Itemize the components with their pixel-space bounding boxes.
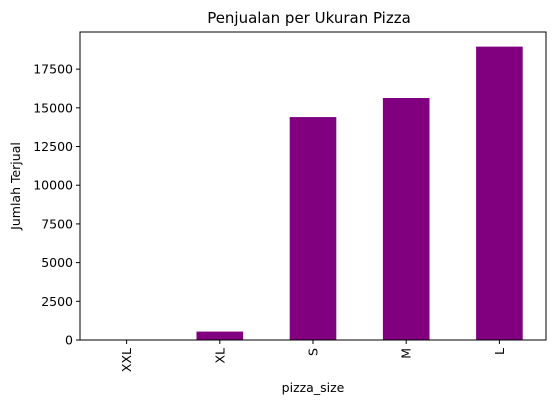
y-tick-label: 5000 [41,255,73,270]
bars [103,46,523,341]
y-tick-label: 7500 [41,216,73,231]
x-tick-label: XL [212,348,227,364]
x-tick-label: XXL [119,348,134,372]
y-tick-label: 10000 [33,178,73,193]
chart-title: Penjualan per Ukuran Pizza [207,9,411,27]
y-tick-label: 17500 [33,62,73,77]
x-tick-label: S [306,348,321,356]
y-tick-label: 12500 [33,139,73,154]
bar-m [382,98,430,341]
y-axis-label: Jumlah Terjual [8,142,23,231]
bar-xl [196,331,244,340]
y-tick-label: 15000 [33,100,73,115]
x-axis: XXL XL S M L [119,340,507,372]
y-tick-label: 2500 [41,294,73,309]
bar-l [476,46,523,340]
bar-s [289,117,337,340]
x-tick-label: M [399,348,414,359]
y-tick-label: 0 [65,333,73,348]
x-axis-label: pizza_size [282,380,345,395]
x-tick-label: L [492,348,507,355]
plot-frame [79,31,547,341]
y-axis: 0 2500 5000 7500 10000 12500 15000 17500 [33,62,80,348]
